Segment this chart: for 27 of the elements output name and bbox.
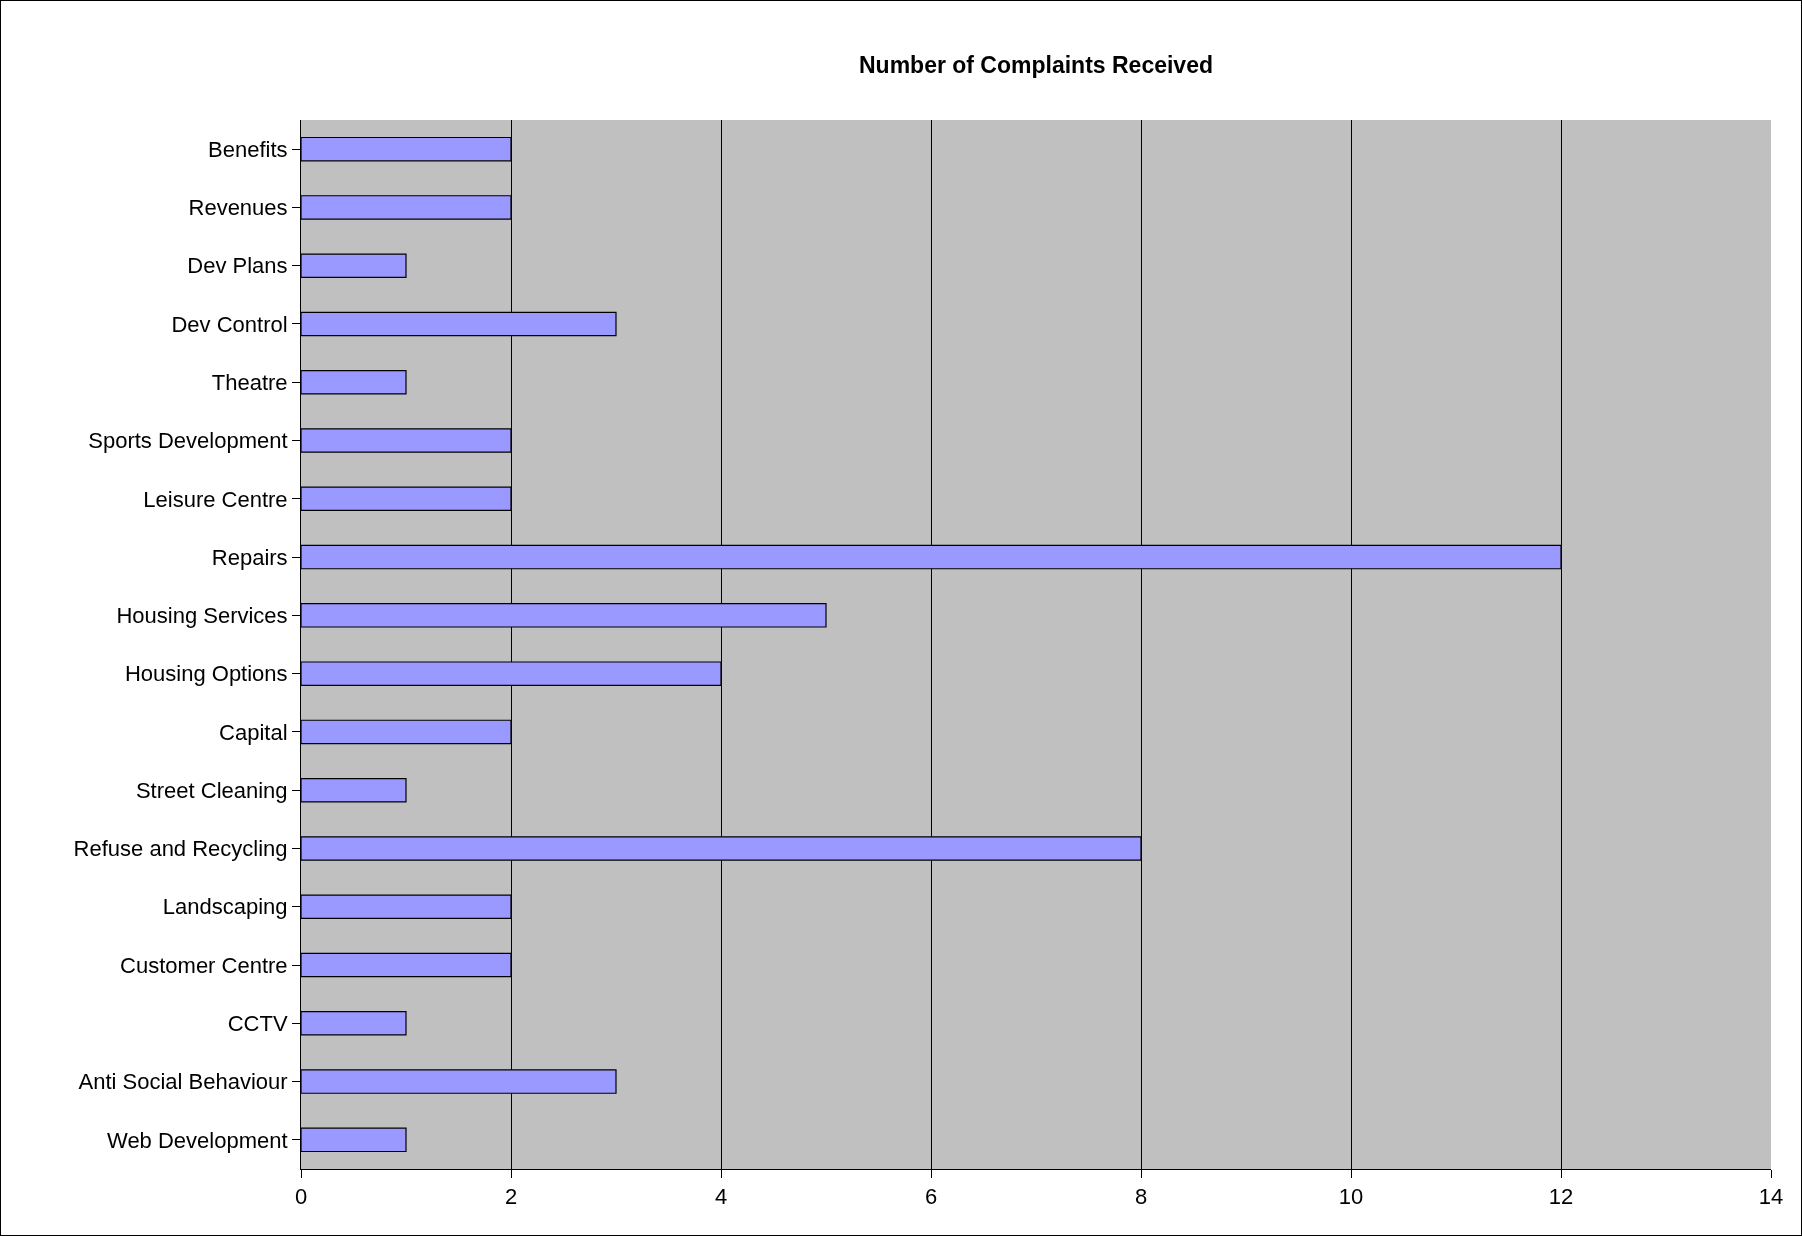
y-tick-label: Leisure Centre (143, 486, 288, 512)
x-tick-label: 10 (1338, 1184, 1364, 1210)
y-tick-label: Housing Services (116, 603, 288, 629)
y-tick-label: Dev Plans (187, 253, 288, 279)
y-tick-label: Capital (219, 719, 288, 745)
x-tick-label: 0 (294, 1184, 308, 1210)
x-tick-label: 6 (924, 1184, 938, 1210)
y-tick-label: Sports Development (88, 428, 288, 454)
y-tick-label: CCTV (227, 1011, 288, 1037)
y-tick-label: Revenues (188, 195, 288, 221)
x-tick-label: 4 (714, 1184, 728, 1210)
y-tick-label: Street Cleaning (135, 777, 288, 803)
y-tick-label: Dev Control (171, 311, 288, 337)
y-tick-label: Customer Centre (120, 952, 288, 978)
x-tick-label: 12 (1548, 1184, 1574, 1210)
y-tick-label: Web Development (107, 1127, 288, 1153)
y-tick-label: Repairs (211, 544, 288, 570)
y-tick-label: Refuse and Recycling (73, 836, 288, 862)
y-tick-label: Housing Options (124, 661, 288, 687)
y-tick-label: Landscaping (162, 894, 288, 920)
y-tick-label: Anti Social Behaviour (78, 1069, 288, 1095)
x-tick-label: 14 (1758, 1184, 1784, 1210)
chart-title: Number of Complaints Received (858, 51, 1214, 78)
y-tick-label: Theatre (211, 369, 288, 395)
x-tick-label: 8 (1134, 1184, 1148, 1210)
x-tick-label: 2 (504, 1184, 518, 1210)
y-tick-label: Benefits (208, 136, 288, 162)
